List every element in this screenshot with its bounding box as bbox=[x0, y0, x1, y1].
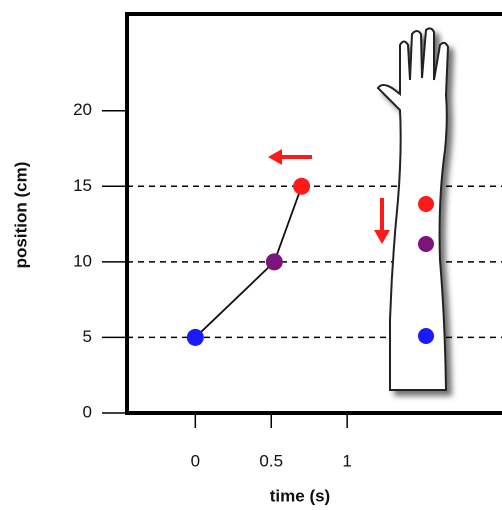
y-tick-label: 5 bbox=[83, 327, 92, 346]
data-point bbox=[265, 253, 283, 271]
x-tick-label: 0 bbox=[191, 451, 200, 470]
arm-marker bbox=[418, 236, 434, 252]
data-point bbox=[293, 177, 311, 195]
motion-arrow bbox=[268, 149, 312, 165]
y-tick-label: 10 bbox=[73, 251, 92, 270]
motion-arrow bbox=[374, 198, 390, 244]
y-tick-label: 20 bbox=[73, 100, 92, 119]
data-point bbox=[186, 328, 204, 346]
x-tick-label: 0.5 bbox=[259, 451, 283, 470]
arm-illustration bbox=[376, 27, 450, 391]
y-tick-label: 0 bbox=[83, 402, 92, 421]
y-tick-label: 15 bbox=[73, 176, 92, 195]
arm-marker bbox=[418, 196, 434, 212]
x-tick-label: 1 bbox=[342, 451, 351, 470]
arm-marker bbox=[418, 328, 434, 344]
plot-frame bbox=[125, 12, 502, 415]
x-axis-title: time (s) bbox=[270, 486, 330, 505]
y-axis-title: position (cm) bbox=[11, 162, 30, 269]
